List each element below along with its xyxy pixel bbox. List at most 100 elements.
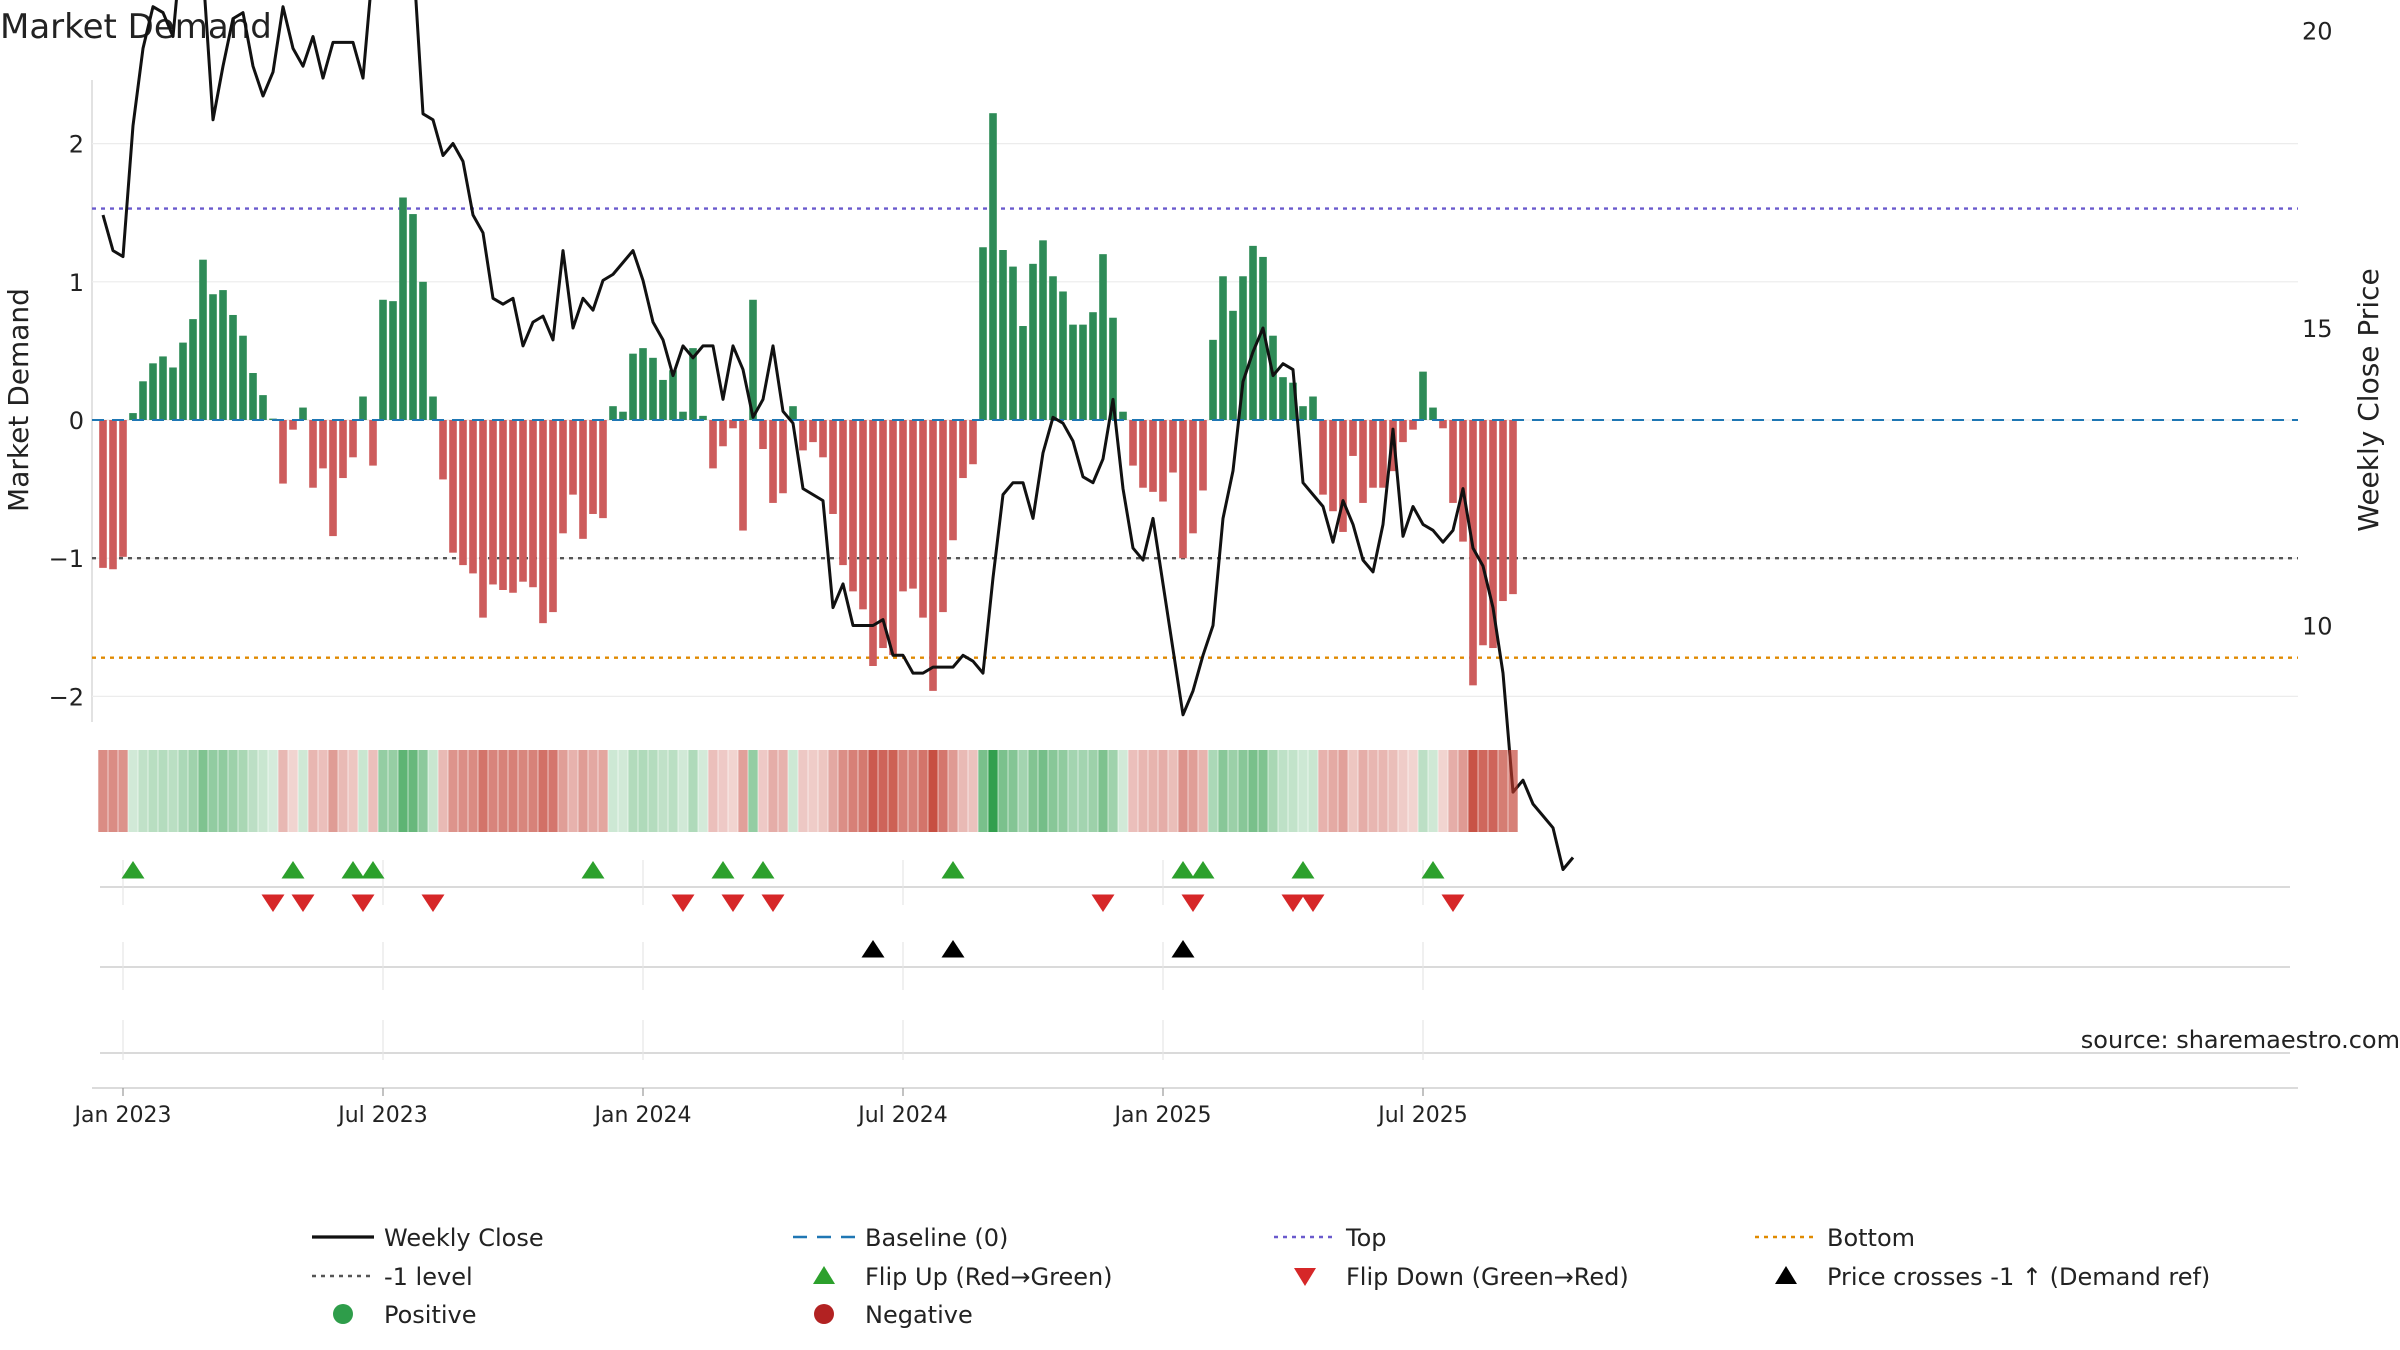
heat-cell (678, 750, 688, 832)
demand-bar (669, 370, 677, 420)
demand-bar (1129, 420, 1137, 466)
demand-bar (779, 420, 787, 494)
heat-cell (128, 750, 138, 832)
flip-up-marker (361, 861, 385, 879)
heat-cell (1148, 750, 1158, 832)
heat-cell (198, 750, 208, 832)
heat-cell (518, 750, 528, 832)
right-tick-label: 10 (2302, 613, 2333, 641)
demand-bar (1099, 254, 1107, 420)
legend-swatch (333, 1304, 353, 1324)
demand-bar (1209, 339, 1217, 420)
legend-swatch (1775, 1266, 1797, 1284)
demand-bar (1399, 420, 1407, 443)
heat-cell (1428, 750, 1438, 832)
demand-bar (729, 420, 737, 429)
demand-bar (189, 319, 197, 420)
demand-bar (1299, 406, 1307, 420)
demand-bar (759, 420, 767, 450)
heat-cell (508, 750, 518, 832)
heat-cell (318, 750, 328, 832)
demand-bar (1409, 420, 1417, 430)
demand-bar (969, 420, 977, 465)
demand-bar (839, 420, 847, 566)
heat-cell (1318, 750, 1328, 832)
legend-label-top: Top (1345, 1224, 1387, 1252)
flip-up-marker (281, 861, 305, 879)
heat-cell (1248, 750, 1258, 832)
flip-down-marker (721, 894, 745, 912)
heat-cell (1208, 750, 1218, 832)
heat-cell (238, 750, 248, 832)
demand-bar (1109, 317, 1117, 420)
heat-cell (528, 750, 538, 832)
heat-cell (1348, 750, 1358, 832)
heat-cell (1478, 750, 1488, 832)
heat-cell (1308, 750, 1318, 832)
demand-bar (939, 420, 947, 613)
heat-cell (488, 750, 498, 832)
demand-bar (529, 420, 537, 588)
x-tick-label: Jan 2024 (593, 1103, 692, 1128)
heat-cell (1328, 750, 1338, 832)
x-tick-label: Jul 2023 (336, 1103, 428, 1128)
heat-cell (228, 750, 238, 832)
heat-cell (788, 750, 798, 832)
legend-label-negative: Negative (865, 1301, 973, 1329)
heat-cell (1008, 750, 1018, 832)
heat-cell (408, 750, 418, 832)
heat-cell (1378, 750, 1388, 832)
demand-bar (639, 348, 647, 420)
heat-cell (1468, 750, 1478, 832)
legend-label-flip_up: Flip Up (Red→Green) (865, 1263, 1113, 1291)
demand-bar (229, 314, 237, 420)
heat-cell (758, 750, 768, 832)
demand-bar (1189, 420, 1197, 534)
demand-bar (369, 420, 377, 466)
legend-swatch (1294, 1268, 1316, 1286)
price-cross-marker (1171, 940, 1195, 958)
heat-cell (158, 750, 168, 832)
demand-bar (819, 420, 827, 458)
demand-bar (279, 420, 287, 484)
demand-bar (1489, 420, 1497, 649)
x-tick-label: Jul 2025 (1376, 1103, 1468, 1128)
heat-cell (1488, 750, 1498, 832)
flip-up-marker (941, 861, 965, 879)
heat-cell (248, 750, 258, 832)
heat-cell (388, 750, 398, 832)
flip-down-marker (1091, 894, 1115, 912)
flip-up-marker (1421, 861, 1445, 879)
heat-cell (258, 750, 268, 832)
demand-bar (159, 356, 167, 420)
demand-bar (299, 407, 307, 420)
left-tick-label: −2 (49, 683, 84, 711)
heat-cell (358, 750, 368, 832)
demand-bar (1279, 377, 1287, 420)
demand-bar (419, 281, 427, 420)
heat-cell (628, 750, 638, 832)
heat-cell (1368, 750, 1378, 832)
heat-cell (688, 750, 698, 832)
demand-bar (519, 420, 527, 582)
heat-cell (118, 750, 128, 832)
heat-cell (1298, 750, 1308, 832)
heat-cell (148, 750, 158, 832)
demand-bar (849, 420, 857, 592)
heat-cell (418, 750, 428, 832)
demand-bar (129, 413, 137, 420)
heat-cell (588, 750, 598, 832)
demand-bar (1349, 420, 1357, 456)
left-axis-label: Market Demand (2, 288, 35, 512)
demand-bar (399, 197, 407, 420)
heat-cell (1178, 750, 1188, 832)
flip-down-marker (261, 894, 285, 912)
demand-bar (139, 381, 147, 420)
weekly-close-line (101, 0, 1575, 871)
flip-up-marker (751, 861, 775, 879)
heat-cell (938, 750, 948, 832)
left-tick-label: 0 (69, 407, 84, 435)
demand-bar (869, 420, 877, 666)
flip-up-marker (711, 861, 735, 879)
